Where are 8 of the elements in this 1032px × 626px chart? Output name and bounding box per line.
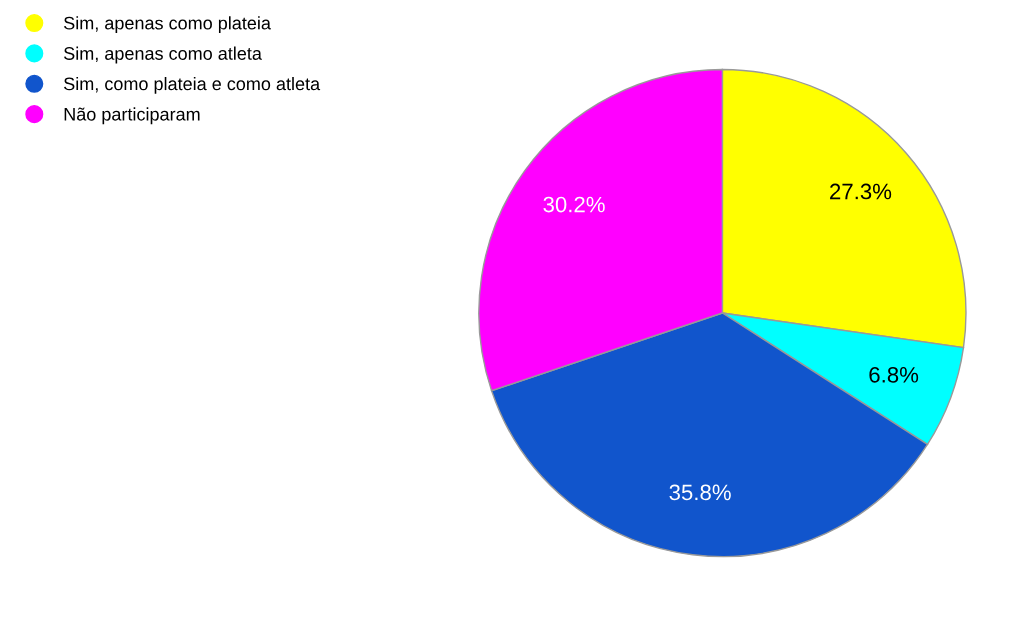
legend-label: Não participaram (64, 107, 200, 125)
data-label: 6.8% (869, 366, 919, 383)
legend-label: Sim, apenas como plateia (64, 16, 271, 34)
data-label: 30.2% (543, 196, 605, 213)
legend-label: Sim, como plateia e como atleta (64, 77, 321, 94)
data-label: 35.8% (669, 484, 731, 501)
data-label: 27.3% (830, 183, 892, 200)
legend-label: Sim, apenas como atleta (64, 46, 262, 64)
